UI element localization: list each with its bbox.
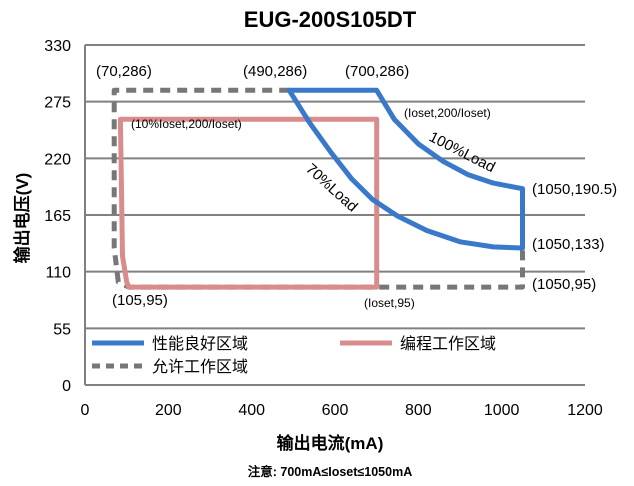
annotation-ioset-95: (Ioset,95) (364, 296, 415, 310)
annotation-105-95: (105,95) (112, 292, 168, 309)
annotation-1050-133: (1050,133) (532, 236, 605, 253)
y-tick-label: 0 (62, 378, 71, 395)
annotation-700-286: (700,286) (345, 63, 409, 80)
y-tick-label: 165 (44, 208, 71, 225)
grid (84, 44, 585, 386)
x-tick-label: 800 (405, 402, 432, 419)
x-tick-label: 1200 (567, 402, 603, 419)
annotation-10-ioset: (10%Ioset,200/Ioset) (131, 117, 242, 131)
y-tick-label: 330 (44, 38, 71, 55)
series-programming-line (117, 116, 380, 290)
annotation-1050-190-5: (1050,190.5) (532, 181, 617, 198)
annotation-70-286: (70,286) (96, 63, 152, 80)
y-tick-label: 275 (44, 95, 71, 112)
series-layer (111, 87, 525, 290)
x-tick-label: 1000 (484, 402, 520, 419)
y-tick-label: 220 (44, 151, 71, 168)
legend-label-performance: 性能良好区域 (152, 335, 248, 353)
series-performance-line (286, 87, 525, 251)
chart-title: EUG-200S105DT (244, 7, 417, 32)
annotation-70-load: 70%Load (302, 160, 360, 215)
legend-label-programming: 编程工作区域 (400, 335, 496, 353)
annotation-490-286: (490,286) (243, 63, 307, 80)
x-tick-labels: 0 200 400 600 800 1000 1200 (81, 402, 603, 419)
y-tick-label: 110 (45, 265, 71, 282)
annotation-1050-95: (1050,95) (532, 276, 596, 293)
legend-label-allowed: 允许工作区域 (152, 358, 248, 376)
y-tick-label: 55 (53, 321, 71, 338)
x-tick-label: 600 (322, 402, 349, 419)
annotation-ioset-200: (Ioset,200/Ioset) (404, 106, 491, 120)
legend: 性能良好区域 编程工作区域 允许工作区域 (92, 335, 496, 376)
x-tick-label: 400 (238, 402, 265, 419)
x-tick-label: 200 (155, 402, 182, 419)
series-allowed-line (111, 87, 525, 290)
x-axis-label: 输出电流(mA) (277, 433, 384, 453)
note: 注意: 700mA≤Ioset≤1050mA (248, 464, 412, 479)
y-tick-labels: 0 55 110 165 220 275 330 (44, 38, 71, 395)
x-tick-label: 0 (81, 402, 90, 419)
y-axis-label: 输出电压(V) (12, 173, 32, 264)
